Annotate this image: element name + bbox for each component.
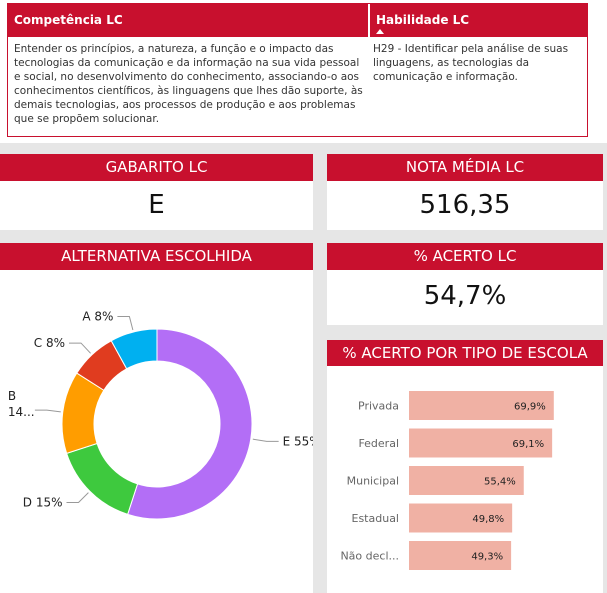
acerto-escola-title: % ACERTO POR TIPO DE ESCOLA — [327, 340, 603, 366]
nota-media-title: NOTA MÉDIA LC — [327, 154, 603, 181]
acerto-card: % ACERTO LC 54,7% — [327, 243, 603, 325]
bar-value-label: 49,3% — [471, 552, 503, 563]
acerto-value: 54,7% — [423, 281, 507, 311]
donut-label-c: C 8% — [34, 336, 65, 350]
donut-slice-e[interactable] — [127, 328, 253, 520]
acerto-title: % ACERTO LC — [327, 243, 603, 270]
bar-category-label: Municipal — [347, 475, 399, 488]
bar-4[interactable] — [409, 541, 512, 570]
bar-value-label: 55,4% — [484, 477, 516, 488]
donut-leader-c — [69, 342, 91, 354]
bar-category-label: Não decl... — [340, 550, 399, 563]
bar-1[interactable] — [409, 428, 553, 458]
bar-value-label: 69,9% — [514, 402, 546, 413]
donut-label-a: A 8% — [82, 309, 113, 323]
alternativa-title: ALTERNATIVA ESCOLHIDA — [0, 243, 313, 270]
donut-slice-a[interactable] — [110, 328, 158, 370]
donut-label-d: D 15% — [23, 495, 63, 509]
bar-value-label: 69,1% — [512, 439, 544, 450]
competencia-table: Competência LC Habilidade LC Entender os… — [7, 3, 588, 137]
competencia-table-panel: Competência LC Habilidade LC Entender os… — [0, 0, 607, 143]
gabarito-value: E — [148, 190, 165, 220]
header-habilidade-label: Habilidade LC — [376, 13, 470, 27]
donut-label-b: B 14... — [8, 389, 35, 419]
bar-2[interactable] — [409, 466, 524, 495]
donut-chart: E 55% D 15% B14... C 8% A 8% — [8, 309, 313, 520]
donut-slice-d[interactable] — [66, 442, 139, 515]
cell-habilidade: H29 - Identificar pela análise de suas l… — [373, 43, 569, 83]
header-competencia-label: Competência LC — [14, 13, 123, 27]
nota-media-value: 516,35 — [419, 190, 511, 220]
cell-competencia: Entender os princípios, a natureza, a fu… — [14, 43, 363, 125]
sort-ascending-icon[interactable] — [376, 29, 384, 34]
gabarito-card: GABARITO LC E — [0, 154, 313, 230]
nota-media-card: NOTA MÉDIA LC 516,35 — [327, 154, 603, 230]
bar-value-label: 49,8% — [472, 514, 504, 525]
header-competencia[interactable]: Competência LC — [8, 4, 368, 37]
donut-leader-e — [252, 438, 279, 442]
header-habilidade[interactable]: Habilidade LC — [369, 4, 587, 37]
donut-leader-b — [34, 409, 61, 413]
donut-label-e: E 55% — [283, 434, 313, 448]
bar-0[interactable] — [409, 391, 554, 420]
gabarito-title: GABARITO LC — [0, 154, 313, 181]
escola-bar-chart: Privada 69,9% Federal 69,1% Municipal 55,4% Es… — [340, 391, 554, 570]
bar-3[interactable] — [409, 503, 513, 533]
alternativa-card: ALTERNATIVA ESCOLHIDA E 55% D 15% B14... C … — [0, 243, 313, 593]
acerto-escola-card: % ACERTO POR TIPO DE ESCOLA Privada 69,9%… — [327, 340, 603, 593]
donut-leader-a — [117, 315, 134, 331]
bar-category-label: Estadual — [352, 512, 400, 525]
bar-category-label: Federal — [358, 437, 399, 450]
bar-category-label: Privada — [358, 400, 399, 413]
donut-leader-d — [66, 492, 89, 503]
